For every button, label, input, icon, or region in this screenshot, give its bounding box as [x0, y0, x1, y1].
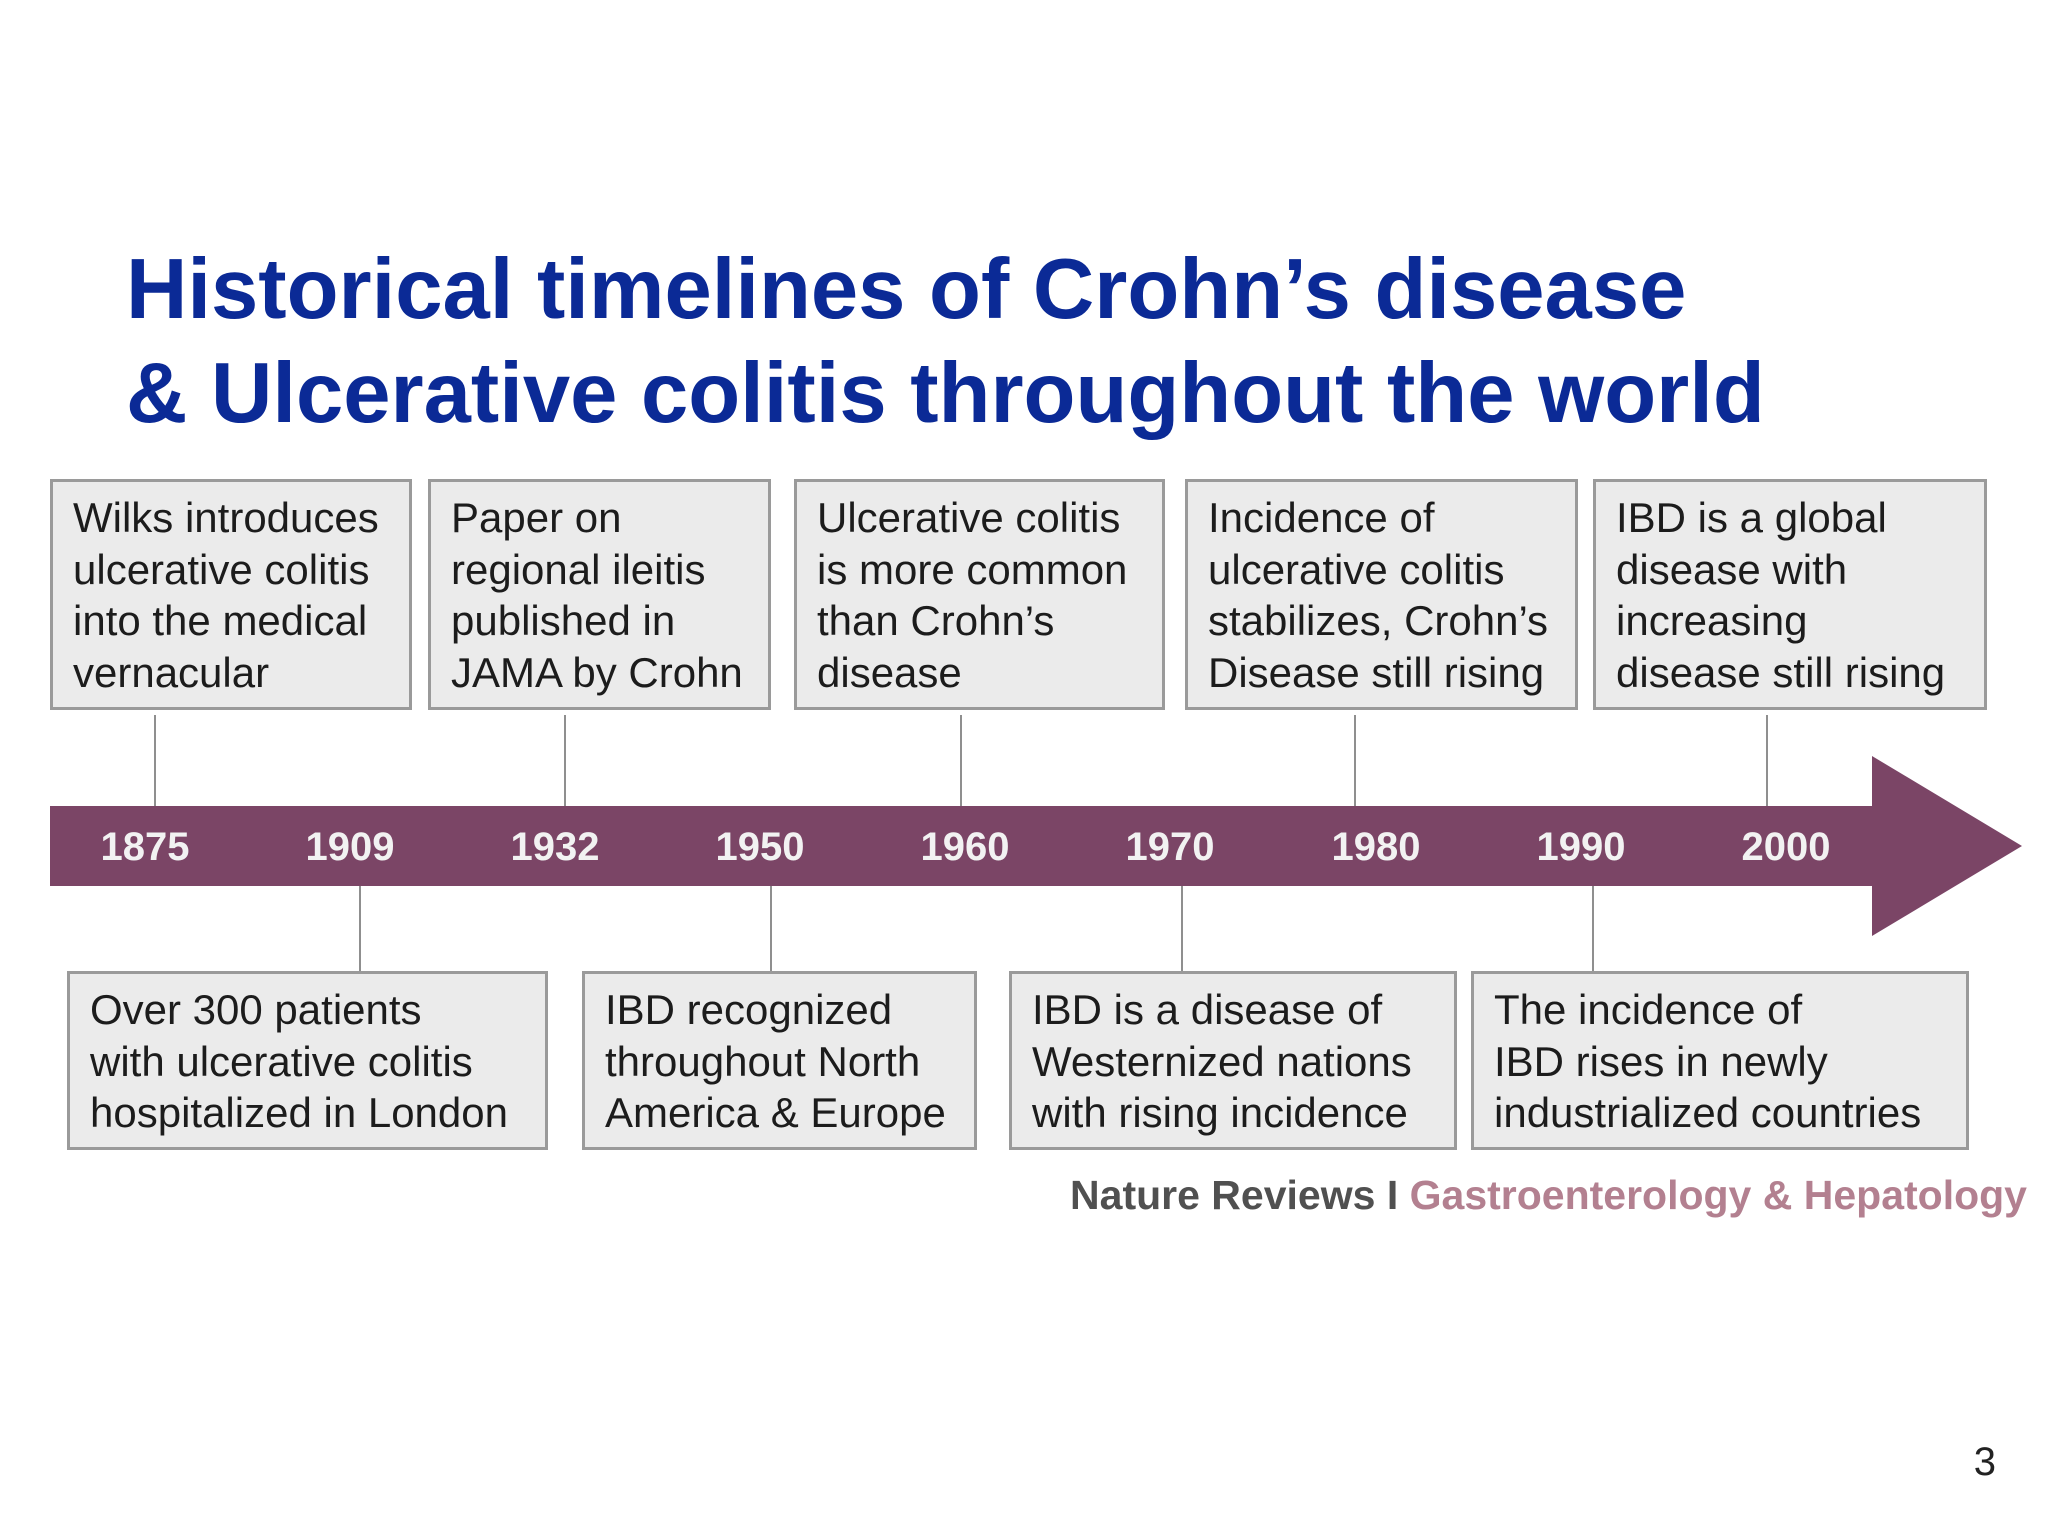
- event-text-line: ulcerative colitis: [1208, 545, 1505, 593]
- event-text-line: IBD recognized: [605, 986, 893, 1033]
- source-publisher: Nature Reviews: [1070, 1172, 1376, 1218]
- connector-top-5: [1766, 715, 1768, 806]
- slide-title: Historical timelines of Crohn’s disease …: [126, 238, 1946, 446]
- source-journal: Gastroenterology & Hepatology: [1409, 1172, 2027, 1218]
- year-label-1970: 1970: [1126, 825, 1215, 869]
- year-label-1909: 1909: [306, 825, 395, 869]
- event-text-line: Westernized nations: [1032, 1037, 1412, 1085]
- event-text-line: IBD is a global: [1616, 494, 1887, 541]
- source-separator: I: [1386, 1172, 1399, 1218]
- page-number: 3: [1973, 1440, 1996, 1484]
- event-text-line: The incidence of: [1494, 986, 1803, 1033]
- year-label-1875: 1875: [101, 825, 190, 869]
- connector-top-3: [960, 715, 962, 806]
- connector-top-1: [154, 715, 156, 806]
- event-text-line: stabilizes, Crohn’s: [1208, 597, 1549, 644]
- event-text-line: Paper on: [451, 494, 622, 541]
- event-text-line: into the medical: [73, 597, 368, 644]
- event-text-line: throughout North: [605, 1037, 921, 1085]
- year-label-2000: 2000: [1742, 825, 1831, 869]
- event-text-line: hospitalized in London: [90, 1089, 508, 1136]
- event-box-2000: IBD is a global disease with increasing …: [1593, 479, 1987, 710]
- event-text-line: with ulcerative colitis: [90, 1037, 473, 1085]
- slide-title-line-2: & Ulcerative colitis throughout the worl…: [126, 346, 1765, 441]
- event-box-1970: IBD is a disease of Westernized nations …: [1009, 971, 1457, 1150]
- connector-top-2: [564, 715, 566, 806]
- event-text-line: Disease still rising: [1208, 648, 1545, 696]
- event-text-line: increasing: [1616, 597, 1808, 644]
- year-label-1980: 1980: [1332, 825, 1421, 869]
- connector-bottom-4: [1592, 886, 1594, 971]
- source-credit: Nature Reviews I Gastroenterology & Hepa…: [1070, 1172, 2027, 1219]
- year-label-1990: 1990: [1537, 825, 1626, 869]
- year-label-1950: 1950: [716, 825, 805, 869]
- event-box-1960: Ulcerative colitis is more common than C…: [794, 479, 1165, 710]
- event-box-1932: Paper on regional ileitis published in J…: [428, 479, 771, 710]
- event-text-line: disease: [817, 648, 962, 696]
- event-text-line: than Crohn’s: [817, 597, 1055, 644]
- slide-title-line-1: Historical timelines of Crohn’s disease: [126, 242, 1687, 337]
- event-text-line: IBD rises in newly: [1494, 1037, 1828, 1085]
- event-text-line: with rising incidence: [1032, 1089, 1408, 1136]
- event-box-1875: Wilks introduces ulcerative colitis into…: [50, 479, 412, 710]
- event-text-line: Wilks introduces: [73, 494, 379, 541]
- event-text-line: industrialized countries: [1494, 1089, 1922, 1136]
- timeline-arrow-shape: [50, 756, 2022, 936]
- event-text-line: published in: [451, 597, 676, 644]
- event-text-line: Incidence of: [1208, 494, 1435, 541]
- connector-bottom-3: [1181, 886, 1183, 971]
- year-label-1932: 1932: [511, 825, 600, 869]
- event-box-1909: Over 300 patients with ulcerative coliti…: [67, 971, 548, 1150]
- event-text-line: disease still rising: [1616, 648, 1946, 696]
- event-text-line: disease with: [1616, 545, 1848, 593]
- event-text-line: America & Europe: [605, 1089, 946, 1136]
- event-box-1950: IBD recognized throughout North America …: [582, 971, 977, 1150]
- event-box-1980: Incidence of ulcerative colitis stabiliz…: [1185, 479, 1578, 710]
- event-text-line: JAMA by Crohn: [451, 648, 743, 696]
- connector-bottom-2: [770, 886, 772, 971]
- event-text-line: vernacular: [73, 648, 270, 696]
- event-text-line: Ulcerative colitis: [817, 494, 1121, 541]
- event-text-line: is more common: [817, 545, 1128, 593]
- year-label-1960: 1960: [921, 825, 1010, 869]
- event-box-1990: The incidence of IBD rises in newly indu…: [1471, 971, 1969, 1150]
- connector-bottom-1: [359, 886, 361, 971]
- connector-top-4: [1354, 715, 1356, 806]
- event-text-line: Over 300 patients: [90, 986, 422, 1033]
- event-text-line: regional ileitis: [451, 545, 706, 593]
- event-text-line: IBD is a disease of: [1032, 986, 1383, 1033]
- event-text-line: ulcerative colitis: [73, 545, 370, 593]
